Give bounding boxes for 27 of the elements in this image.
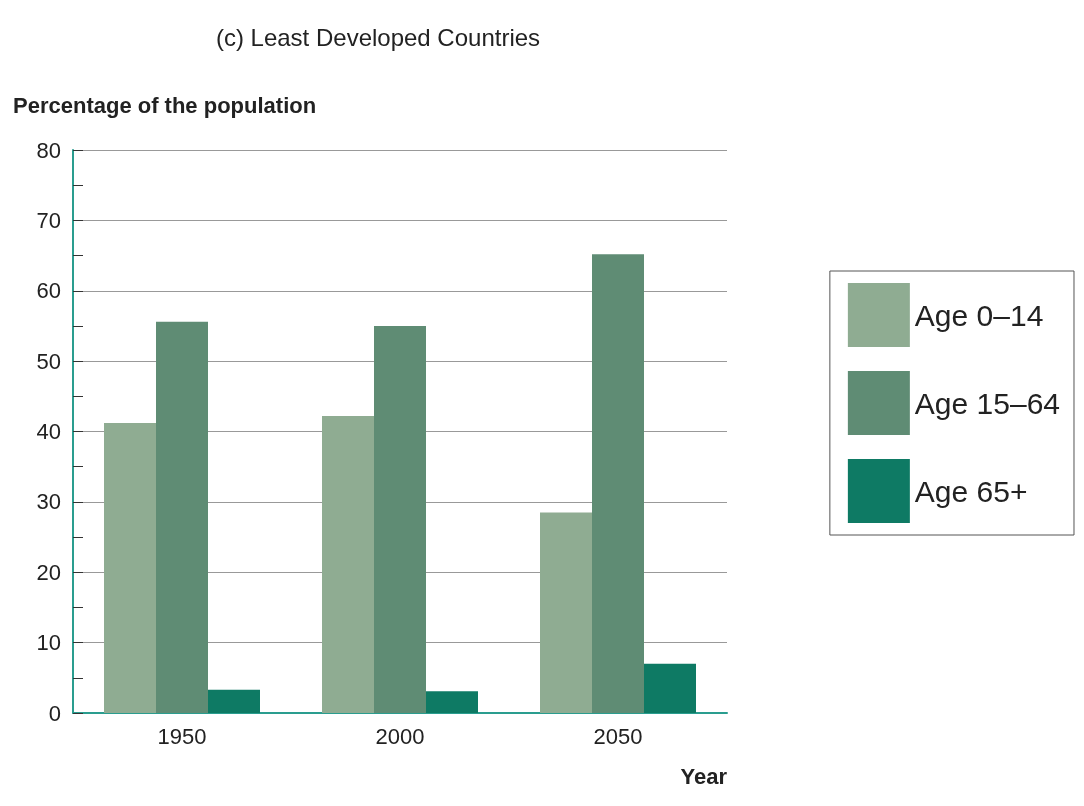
bar [540,512,592,713]
y-tick-label: 30 [36,489,61,515]
x-tick-label: 2050 [593,723,643,749]
y-tick-label: 60 [36,278,61,304]
legend-label: Age 15–64 [914,386,1060,420]
y-tick-label: 50 [36,348,61,374]
bar [104,423,156,713]
bar [208,689,260,713]
y-tick-label: 70 [36,207,61,233]
bar [426,691,478,713]
x-axis-title: Year [680,763,728,789]
chart-title: (c) Least Developed Countries [215,23,541,51]
bar [374,325,426,713]
bar [644,663,696,713]
y-tick-label: 0 [48,700,61,726]
x-tick-label: 2000 [375,723,425,749]
legend-label: Age 65+ [914,474,1028,508]
y-tick-label: 20 [36,559,61,585]
bar [156,321,208,713]
y-tick-label: 10 [36,630,61,656]
x-tick-label: 1950 [157,723,207,749]
legend-label: Age 0–14 [914,298,1044,332]
y-axis-title: Percentage of the population [13,92,317,118]
y-tick-label: 40 [36,419,61,444]
bar [592,254,644,713]
y-tick-label: 80 [36,137,61,163]
bar [322,416,374,713]
